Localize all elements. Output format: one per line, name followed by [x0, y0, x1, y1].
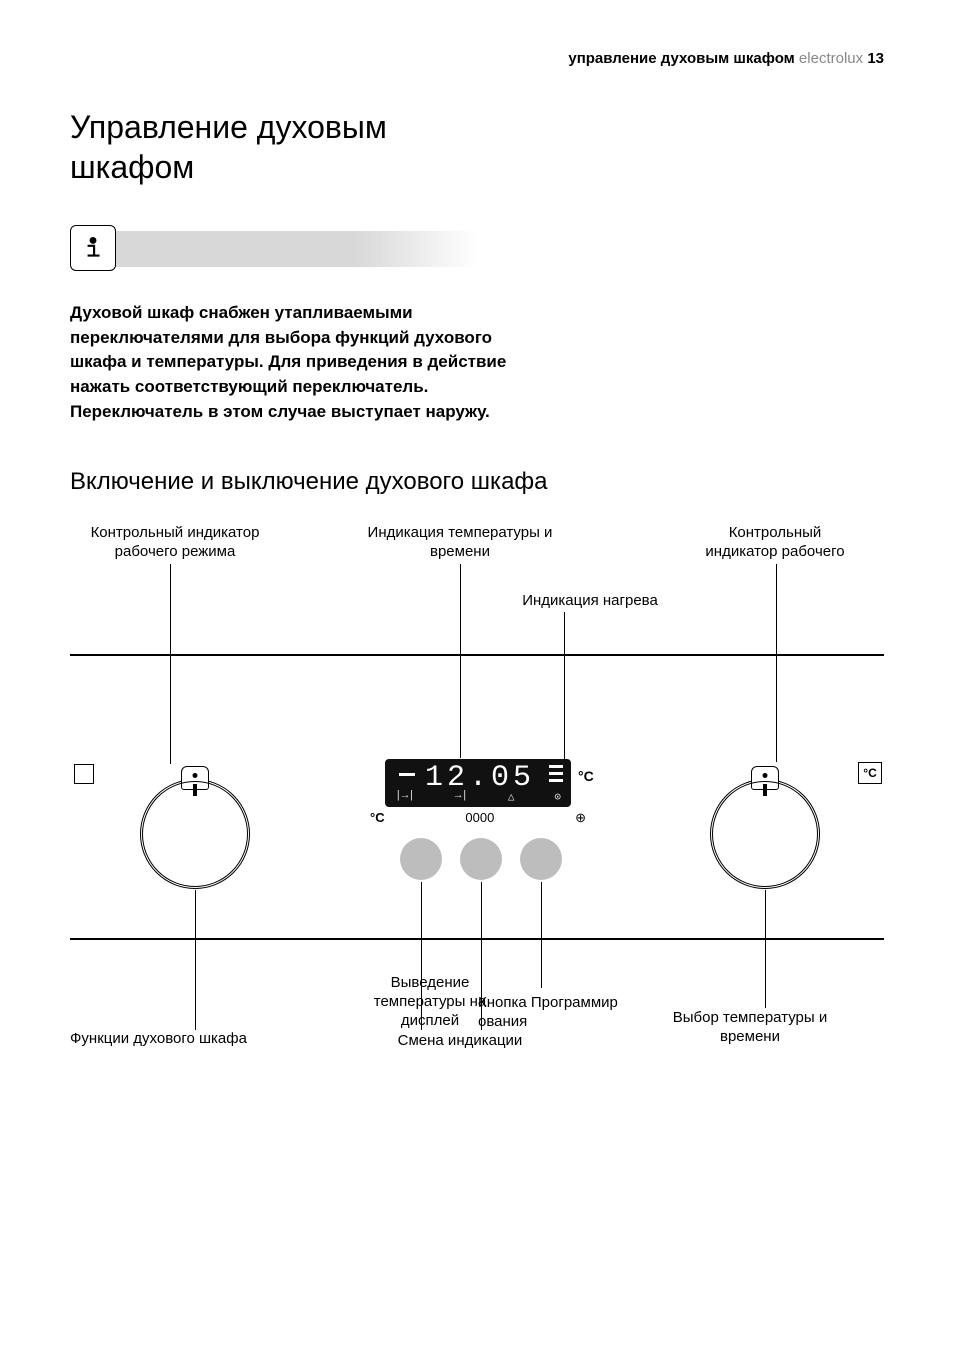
panel-border-top	[70, 654, 884, 656]
display-sym-3: △	[508, 790, 515, 804]
panel-border-bottom	[70, 938, 884, 940]
info-bar	[70, 225, 884, 273]
label-display: Индикация температуры ивремени	[350, 524, 570, 562]
display-sym-2: →|	[455, 790, 468, 804]
knob-pointer	[193, 784, 197, 796]
leader-line	[195, 890, 196, 1030]
display-sym-1: |→|	[395, 790, 415, 804]
leader-line	[541, 882, 542, 988]
under-display-c: °C	[370, 810, 385, 826]
under-display-zeros: 0000	[465, 810, 494, 826]
display-sym-4: ⊙	[554, 790, 561, 804]
temperature-indicator-icon: °C	[858, 762, 882, 784]
label-indicator-left: Контрольный индикаторрабочего режима	[70, 524, 280, 562]
knob-tab	[751, 766, 779, 790]
power-indicator-icon	[74, 764, 94, 784]
leader-line	[765, 890, 766, 1008]
lcd-display: 12.05 |→| →| △ ⊙	[385, 759, 571, 807]
display-under-row: °C 0000 ⊕	[370, 810, 586, 826]
label-heat-indicator: Индикация нагрева	[490, 592, 690, 611]
button-program[interactable]	[460, 838, 502, 880]
button-time-select[interactable]	[520, 838, 562, 880]
label-swap-indication: Смена индикации	[370, 1032, 550, 1051]
label-function-knob: Функции духового шкафа	[70, 1030, 290, 1049]
leader-line	[776, 564, 777, 762]
leader-line	[460, 564, 461, 758]
running-head-section: управление духовым шкафом	[568, 50, 794, 67]
running-head: управление духовым шкафом electrolux 13	[70, 50, 884, 67]
display-unit-c: °C	[578, 768, 594, 784]
info-icon	[70, 225, 116, 271]
page-title: Управление духовымшкафом	[70, 107, 884, 187]
intro-paragraph: Духовой шкаф снабжен утапливаемыми перек…	[70, 301, 510, 424]
knob-pointer	[763, 784, 767, 796]
label-indicator-right: Контрольныйиндикатор рабочего	[670, 524, 880, 562]
temperature-knob[interactable]	[710, 779, 820, 889]
button-temp-display[interactable]	[400, 838, 442, 880]
knob-tab	[181, 766, 209, 790]
under-display-clock: ⊕	[575, 810, 586, 826]
control-panel-diagram: Контрольный индикаторрабочего режима Инд…	[70, 524, 884, 1104]
function-knob[interactable]	[140, 779, 250, 889]
page-number: 13	[867, 50, 884, 67]
leader-line	[170, 564, 171, 764]
label-button-program: Кнопка Программирования	[478, 994, 658, 1032]
label-button-time: Выбор температуры ивремени	[650, 1009, 850, 1047]
leader-line	[564, 612, 565, 762]
running-head-brand: electrolux	[795, 50, 868, 67]
info-bar-fill	[70, 231, 477, 267]
section-subtitle: Включение и выключение духового шкафа	[70, 468, 884, 496]
